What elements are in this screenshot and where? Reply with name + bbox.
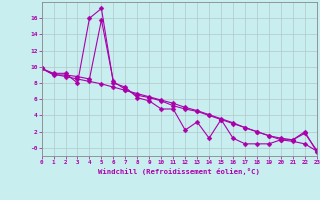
X-axis label: Windchill (Refroidissement éolien,°C): Windchill (Refroidissement éolien,°C) <box>98 168 260 175</box>
